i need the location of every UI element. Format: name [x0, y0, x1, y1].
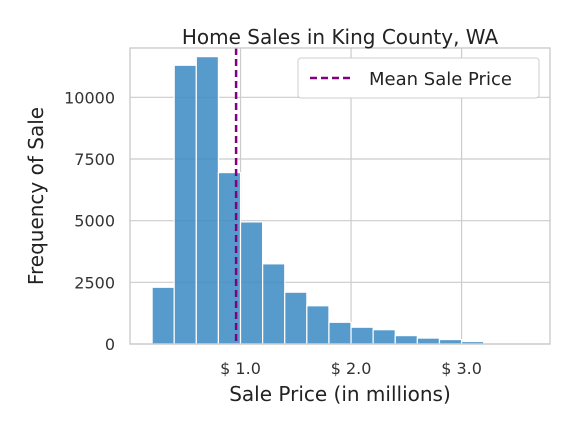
- histogram-bar: [151, 286, 175, 345]
- y-tick-label: 0: [105, 335, 115, 354]
- legend-box: [297, 57, 540, 99]
- histogram-bar: [416, 337, 441, 345]
- histogram-bar: [262, 263, 286, 345]
- histogram-bar: [394, 335, 418, 345]
- x-tick-label: $ 2.0: [331, 359, 372, 378]
- plot-frame: [129, 47, 551, 345]
- histogram-bar: [372, 329, 396, 345]
- x-tick-label: $ 1.0: [220, 359, 261, 378]
- histogram-bar: [195, 56, 220, 345]
- histogram-bar: [350, 326, 374, 345]
- histogram-bar: [284, 291, 308, 345]
- histogram-bar: [306, 305, 330, 345]
- y-tick-label: 2500: [74, 273, 115, 292]
- y-tick-label: 10000: [64, 88, 115, 107]
- y-tick-label: 7500: [74, 150, 115, 169]
- legend-label-mean-sale-price: Mean Sale Price: [369, 69, 512, 90]
- histogram-bar: [239, 221, 264, 345]
- histogram-bar: [328, 321, 352, 345]
- x-tick-label: $ 3.0: [441, 359, 482, 378]
- x-tick-labels: $ 1.0 $ 2.0 $ 3.0: [220, 359, 482, 378]
- y-axis-label: Frequency of Sale: [24, 107, 48, 285]
- y-tick-label: 5000: [74, 212, 115, 231]
- chart-title: Home Sales in King County, WA: [182, 25, 499, 49]
- legend: Mean Sale Price: [297, 57, 540, 99]
- histogram-bar: [173, 64, 197, 345]
- y-tick-labels: 0 2500 5000 7500 10000: [64, 88, 115, 354]
- x-axis-label: Sale Price (in millions): [229, 382, 451, 406]
